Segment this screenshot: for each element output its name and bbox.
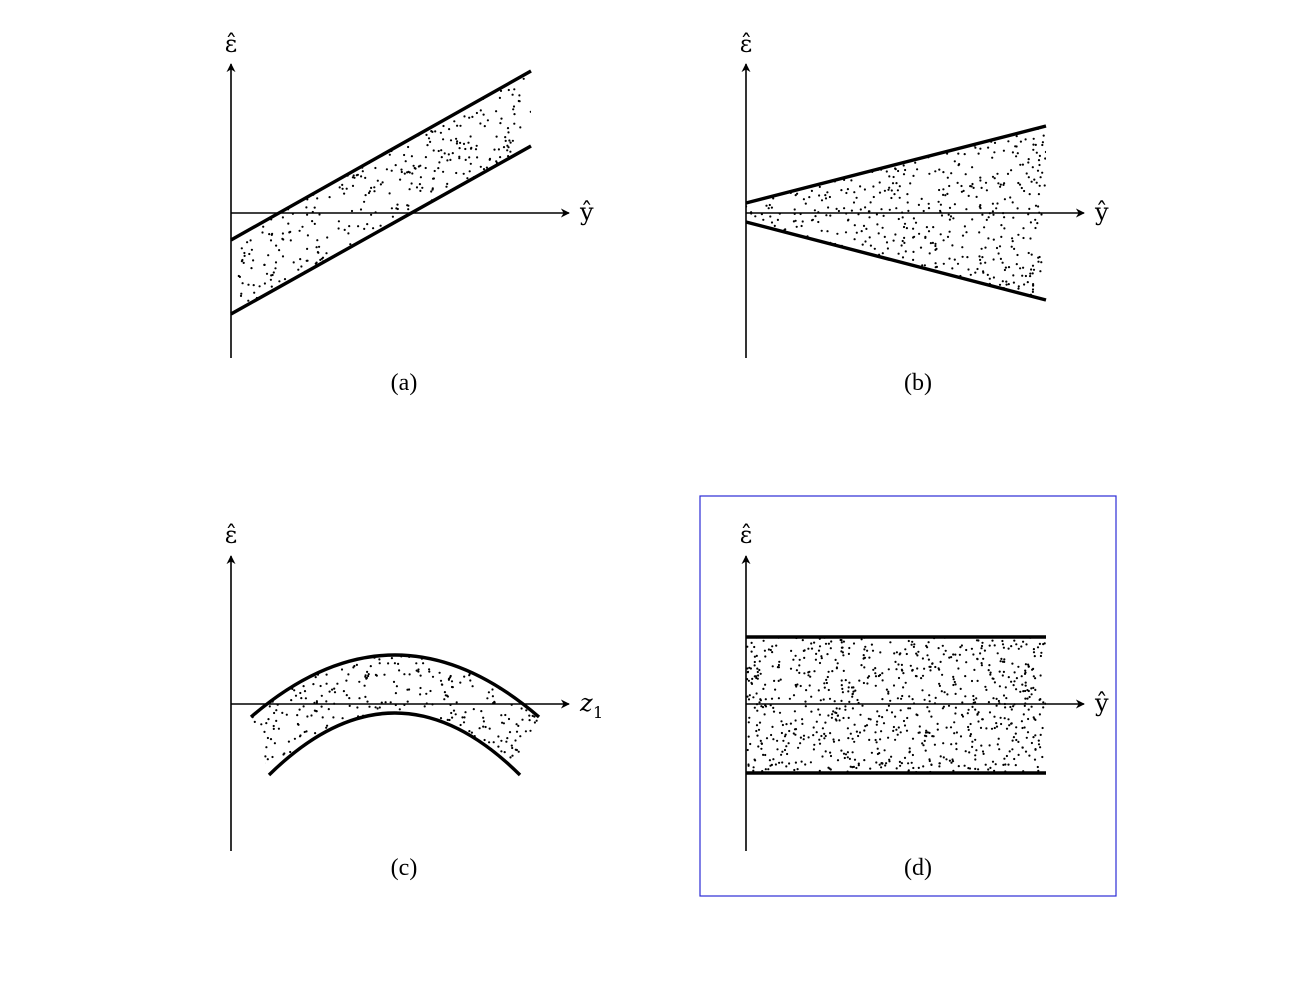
y-axis-label-c: ε̂: [225, 521, 237, 549]
y-axis-label-d: ε̂: [740, 521, 752, 549]
x-axis-subscript-c: 1: [593, 703, 603, 722]
panel-d-highlight-box: [699, 495, 1117, 897]
x-axis-label-c: z: [579, 689, 593, 717]
stipple-region-d: [746, 637, 1046, 773]
x-axis-label-b: ŷ: [1094, 198, 1109, 226]
stipple-region-a: [231, 71, 531, 314]
panel-d: ε̂ ŷ (d): [699, 495, 1117, 897]
caption-a: (a): [391, 370, 418, 396]
panel-a: ε̂ ŷ (a): [225, 30, 594, 396]
lower-bound-line-a: [230, 144, 532, 316]
lower-bound-line-b: [745, 220, 1047, 302]
upper-bound-line-a: [230, 69, 532, 242]
upper-bound-curve-c: [249, 653, 541, 719]
y-axis-label-b: ε̂: [740, 30, 752, 58]
x-axis-label-d: ŷ: [1094, 689, 1109, 717]
panel-c: ε̂ z 1 (c): [225, 521, 603, 881]
y-axis-label-a: ε̂: [225, 30, 237, 58]
lower-bound-curve-c: [267, 711, 522, 777]
panel-b: ε̂ ŷ (b): [740, 30, 1109, 396]
caption-b: (b): [904, 370, 932, 396]
x-axis-label-a: ŷ: [579, 198, 594, 226]
caption-d: (d): [904, 855, 932, 881]
upper-bound-line-b: [745, 124, 1047, 205]
caption-c: (c): [391, 855, 418, 881]
